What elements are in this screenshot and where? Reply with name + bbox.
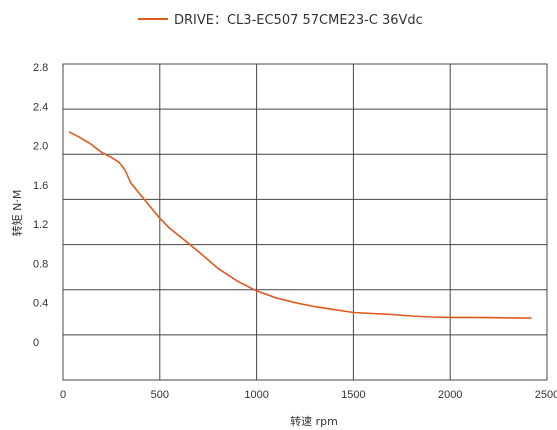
x-tick-label: 2000: [438, 389, 462, 401]
y-tick-label: 1.6: [33, 180, 48, 192]
x-tick-label: 2500: [535, 389, 557, 401]
y-axis-label: 转矩 N·M: [10, 190, 24, 237]
y-tick-label: 2.0: [33, 141, 48, 153]
x-axis-label: 转速 rpm: [290, 414, 338, 428]
legend-label: DRIVE：CL3-EC507 57CME23-C 36Vdc: [174, 13, 423, 28]
y-tick-label: 0.4: [33, 298, 48, 310]
y-axis-ticks: 0 0.4 0.8 1.2 1.6 2.0 2.4 2.8: [33, 62, 48, 349]
x-tick-label: 0: [60, 389, 66, 401]
y-tick-label: 0.8: [33, 258, 48, 270]
x-axis-ticks: 0 500 1000 1500 2000 2500: [60, 389, 557, 401]
x-tick-label: 500: [151, 389, 169, 401]
x-tick-label: 1000: [244, 389, 268, 401]
series-line: [68, 131, 532, 319]
x-tick-label: 1500: [341, 389, 365, 401]
plot-frame: [62, 63, 548, 381]
legend: DRIVE：CL3-EC507 57CME23-C 36Vdc: [138, 13, 423, 28]
y-tick-label: 1.2: [33, 219, 48, 231]
y-tick-label: 0: [33, 337, 39, 349]
y-tick-label: 2.8: [33, 62, 48, 74]
y-tick-label: 2.4: [33, 101, 48, 113]
grid: [62, 63, 548, 381]
